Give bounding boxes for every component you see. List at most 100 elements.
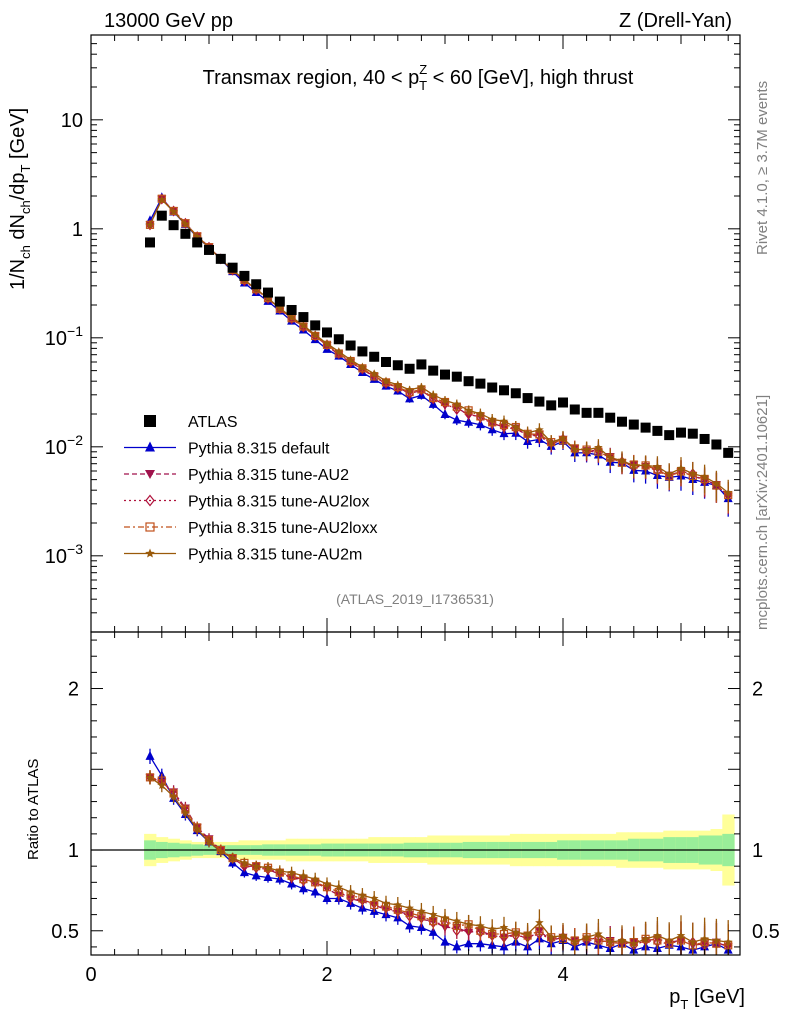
y-tick-label: 1 bbox=[72, 219, 83, 241]
ratio-point bbox=[664, 936, 674, 945]
data-point bbox=[369, 369, 379, 378]
ratio-point bbox=[475, 938, 485, 948]
atlas-point bbox=[499, 385, 509, 396]
legend-marker bbox=[145, 441, 155, 452]
ratio-point bbox=[523, 929, 532, 938]
atlas-point bbox=[192, 237, 203, 248]
atlas-point bbox=[652, 425, 663, 436]
atlas-point bbox=[274, 296, 285, 307]
atlas-point bbox=[546, 400, 557, 411]
top-y-axis-label: 1/Nch dNch/dpT [GeV] bbox=[7, 108, 33, 290]
ratio-point bbox=[452, 941, 462, 951]
atlas-point bbox=[369, 351, 380, 362]
x-tick-label: 0 bbox=[85, 964, 96, 986]
ratio-point bbox=[464, 919, 473, 928]
ratio-point bbox=[145, 750, 155, 760]
ratio-point bbox=[275, 866, 285, 875]
atlas-point bbox=[593, 407, 604, 418]
ratio-point bbox=[629, 939, 639, 948]
data-point bbox=[617, 456, 627, 465]
legend-marker bbox=[145, 470, 155, 479]
atlas-point bbox=[617, 416, 627, 427]
atlas-point bbox=[180, 228, 191, 239]
data-point bbox=[192, 232, 202, 241]
data-point bbox=[157, 193, 167, 205]
ratio-point bbox=[546, 932, 556, 941]
ratio-point bbox=[299, 871, 308, 880]
ratio-tick-label-right: 0.5 bbox=[752, 921, 780, 943]
x-axis-label: pT [GeV] bbox=[669, 986, 745, 1012]
ratio-frame bbox=[90, 631, 741, 956]
atlas-point bbox=[676, 427, 686, 438]
atlas-point bbox=[451, 371, 462, 382]
y-tick-label: 10−2 bbox=[45, 432, 83, 459]
ratio-point bbox=[358, 890, 367, 899]
ratio-point bbox=[511, 927, 521, 936]
legend-entry: Pythia 8.315 tune-AU2m bbox=[124, 547, 362, 564]
ratio-point bbox=[228, 853, 237, 862]
atlas-point bbox=[298, 312, 309, 323]
ratio-point bbox=[688, 937, 698, 946]
ratio-point bbox=[216, 847, 226, 856]
data-point bbox=[475, 419, 485, 429]
ratio-point bbox=[440, 913, 450, 922]
ratio-point bbox=[405, 903, 414, 912]
data-point bbox=[299, 321, 308, 333]
atlas-point bbox=[475, 378, 486, 389]
data-point bbox=[440, 398, 450, 410]
data-point bbox=[310, 330, 320, 339]
ratio-point bbox=[464, 925, 473, 937]
atlas-point bbox=[440, 369, 450, 380]
legend-label: Pythia 8.315 tune-AU2lox bbox=[188, 494, 369, 511]
data-point bbox=[476, 409, 485, 418]
atlas-point bbox=[345, 340, 356, 351]
ratio-point bbox=[712, 936, 721, 945]
data-point bbox=[417, 382, 426, 391]
atlas-point bbox=[463, 376, 474, 387]
ratio-point bbox=[322, 879, 332, 888]
ratio-tick-label: 2 bbox=[68, 679, 79, 701]
data-point bbox=[169, 207, 178, 216]
ratio-tick-label-right: 1 bbox=[752, 840, 763, 862]
ratio-point bbox=[346, 892, 355, 904]
atlas-point bbox=[510, 388, 521, 399]
ratio-point bbox=[487, 924, 497, 933]
y-tick-label: 10 bbox=[61, 110, 83, 132]
data-point bbox=[535, 425, 544, 434]
top-frame bbox=[90, 34, 741, 633]
data-point bbox=[558, 433, 568, 442]
ratio-point bbox=[417, 906, 426, 915]
ratio-line bbox=[149, 776, 729, 948]
data-point bbox=[440, 409, 450, 419]
atlas-point bbox=[416, 359, 427, 370]
ratio-point bbox=[169, 792, 178, 801]
ratio-point bbox=[263, 863, 273, 872]
atlas-point bbox=[239, 270, 250, 281]
ratio-point bbox=[570, 937, 580, 946]
legend-label: Pythia 8.315 tune-AU2 bbox=[188, 467, 349, 484]
header-right: Z (Drell-Yan) bbox=[619, 10, 732, 32]
legend-label: Pythia 8.315 default bbox=[188, 441, 330, 458]
legend-label: Pythia 8.315 tune-AU2m bbox=[188, 547, 362, 564]
ratio-point bbox=[393, 900, 403, 909]
atlas-point bbox=[168, 220, 179, 231]
data-point bbox=[157, 195, 167, 204]
data-point bbox=[405, 385, 414, 394]
ratio-point bbox=[310, 874, 320, 883]
ratio-point bbox=[145, 772, 155, 781]
data-point bbox=[723, 488, 733, 497]
data-point bbox=[440, 395, 450, 404]
atlas-point bbox=[251, 279, 262, 290]
x-tick-label: 2 bbox=[321, 964, 332, 986]
y-tick-label: 10−3 bbox=[45, 541, 83, 568]
analysis-id: (ATLAS_2019_I1736531) bbox=[336, 591, 494, 607]
ratio-point bbox=[476, 921, 485, 930]
data-point bbox=[499, 416, 509, 425]
data-point bbox=[358, 362, 367, 371]
legend-entry: Pythia 8.315 tune-AU2 bbox=[124, 467, 349, 484]
legend-marker bbox=[144, 415, 156, 427]
ratio-tick-label-right: 2 bbox=[752, 679, 763, 701]
data-point bbox=[299, 320, 308, 329]
data-point bbox=[334, 347, 344, 356]
